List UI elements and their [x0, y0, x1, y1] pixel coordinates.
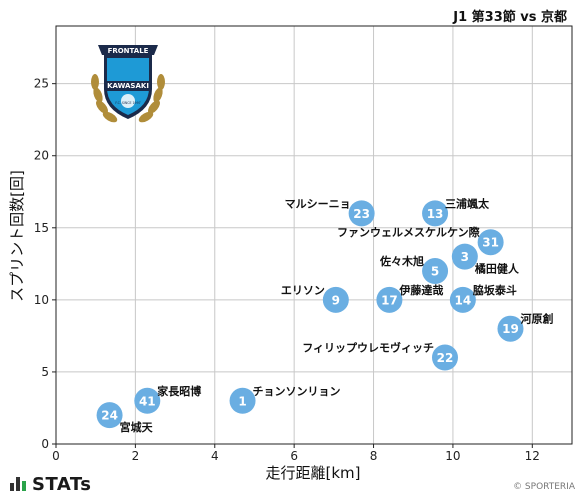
point-number: 41	[139, 394, 156, 408]
stats-logo: STATs	[10, 473, 92, 495]
point-marker	[229, 387, 256, 414]
point-name-label: 家長昭博	[157, 384, 201, 398]
crest-top-text: FRONTALE	[108, 47, 149, 55]
club-crest: FRONTALE KAWASAKI F.C. SINCE 1997	[91, 45, 165, 123]
player-point-9: 9 エリソン	[281, 284, 349, 313]
player-point-3: 3 橘田健人	[451, 243, 520, 276]
point-marker	[497, 315, 524, 342]
point-number: 23	[353, 207, 370, 221]
point-name-label: 宮城天	[120, 420, 154, 434]
y-tick-label: 10	[34, 293, 49, 307]
crest-name: KAWASAKI	[107, 82, 149, 90]
player-point-5: 5 佐々木旭	[379, 254, 449, 285]
point-marker	[422, 258, 449, 285]
point-marker	[449, 286, 476, 313]
point-number: 17	[381, 293, 398, 307]
point-number: 9	[332, 293, 340, 307]
axes	[52, 25, 573, 448]
point-number: 1	[238, 394, 246, 408]
player-point-1: 1 チョンソンリョン	[229, 385, 341, 414]
x-tick-label: 10	[445, 449, 460, 463]
point-number: 3	[461, 250, 469, 264]
point-marker	[431, 344, 458, 371]
point-marker	[477, 229, 504, 256]
crest-small-text: F.C. SINCE 1997	[115, 101, 140, 105]
x-tick-label: 0	[52, 449, 60, 463]
y-tick-label: 5	[41, 365, 49, 379]
point-name-label: チョンソンリョン	[253, 385, 341, 398]
point-name-label: エリソン	[281, 284, 325, 297]
y-tick-label: 0	[41, 437, 49, 451]
point-name-label: 佐々木旭	[379, 254, 424, 268]
x-tick-label: 6	[290, 449, 298, 463]
data-points: 23マルシーニョ13三浦颯太31ファンウェルメスケルケン際3橘田健人5佐々木旭9…	[96, 196, 553, 434]
plot-frame	[55, 25, 573, 445]
x-tick-label: 4	[211, 449, 219, 463]
y-tick-label: 20	[34, 149, 49, 163]
x-tick-label: 12	[525, 449, 540, 463]
copyright-credit: © SPORTERIA	[513, 482, 575, 492]
point-name-label: ファンウェルメスケルケン際	[337, 225, 481, 239]
point-marker	[134, 387, 161, 414]
point-number: 19	[502, 322, 519, 336]
point-marker	[96, 402, 123, 429]
point-number: 13	[427, 207, 444, 221]
grid-lines	[56, 26, 572, 444]
point-name-label: マルシーニョ	[285, 197, 351, 210]
point-name-label: 橘田健人	[474, 262, 520, 276]
y-axis-label: スプリント回数[回]	[8, 170, 26, 302]
point-marker	[376, 286, 403, 313]
x-tick-label: 8	[370, 449, 378, 463]
point-marker	[422, 200, 449, 227]
point-marker	[322, 286, 349, 313]
stats-wordmark: STATs	[32, 473, 92, 495]
point-name-label: 河原創	[520, 312, 553, 326]
match-title: J1 第33節 vs 京都	[453, 10, 567, 25]
point-name-label: 脇坂泰斗	[473, 283, 517, 297]
point-marker	[451, 243, 478, 270]
point-name-label: 伊藤達哉	[398, 283, 443, 297]
point-marker	[348, 200, 375, 227]
point-number: 5	[431, 265, 439, 279]
y-tick-label: 25	[34, 77, 49, 91]
point-number: 14	[454, 293, 471, 307]
point-number: 24	[101, 409, 118, 423]
point-number: 31	[482, 236, 499, 250]
x-tick-label: 2	[132, 449, 140, 463]
point-number: 22	[437, 351, 454, 365]
stats-bars-icon	[10, 477, 26, 491]
x-axis-label: 走行距離[km]	[265, 464, 360, 482]
point-name-label: 三浦颯太	[445, 196, 490, 210]
y-tick-label: 15	[34, 221, 49, 235]
point-name-label: フィリップウレモヴィッチ	[302, 341, 434, 355]
